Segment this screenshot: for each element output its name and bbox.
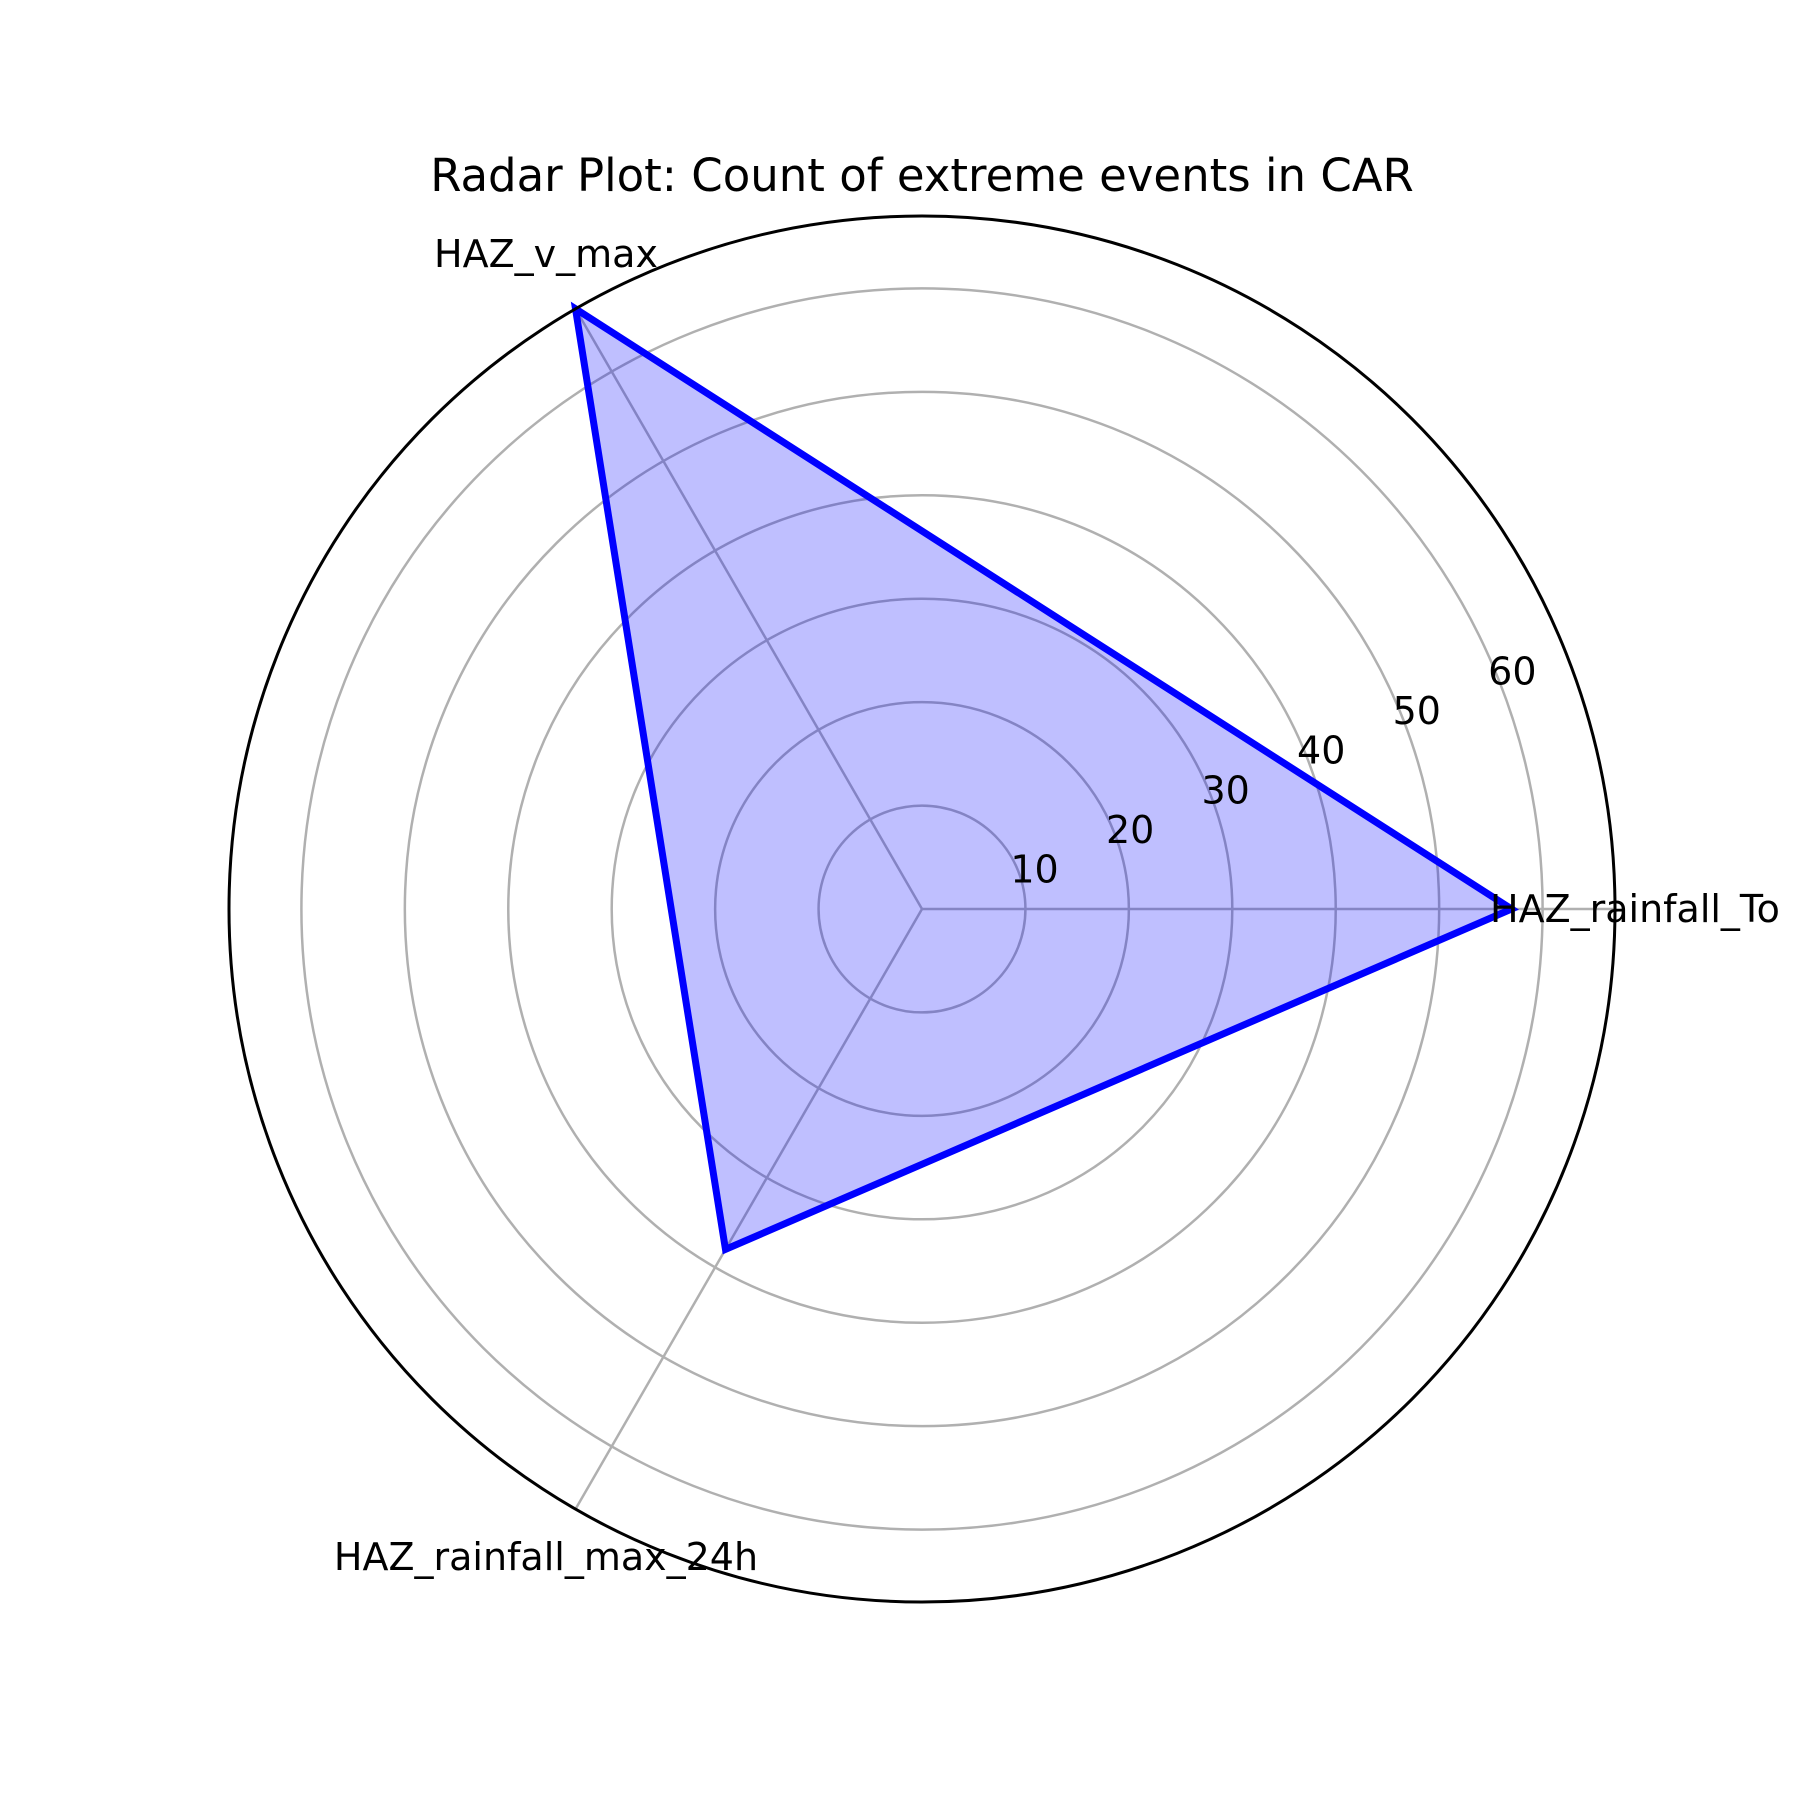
r-tick-label-50: 50 [1393,689,1441,733]
series-area [570,301,1519,1255]
r-tick-label-60: 60 [1488,650,1536,694]
category-label-2: HAZ_rainfall_max_24h [334,1535,758,1579]
r-tick-label-40: 40 [1297,729,1345,773]
axis-spokes [574,308,1615,1510]
chart-title: Radar Plot: Count of extreme events in C… [430,149,1414,202]
radial-tick-labels: 10 20 30 40 50 60 [1010,650,1536,892]
category-labels: HAZ_rainfall_To HAZ_v_max HAZ_rainfall_max… [334,232,1780,1579]
series-fill-0 [575,308,1512,1250]
series-line-0 [570,301,1519,1255]
r-tick-label-10: 10 [1010,847,1058,891]
polar-frame [227,214,1617,1604]
category-label-1: HAZ_v_max [434,232,658,276]
r-tick-label-20: 20 [1106,808,1154,852]
data-point-HAZ_rainfall_max_24h [724,1248,727,1251]
data-point-HAZ_rainfall_Total [1510,908,1513,910]
spoke-1 [574,308,924,910]
category-label-0: HAZ_rainfall_To [1490,887,1780,931]
spoke-2 [574,908,924,1510]
r-tick-label-30: 30 [1201,768,1249,812]
